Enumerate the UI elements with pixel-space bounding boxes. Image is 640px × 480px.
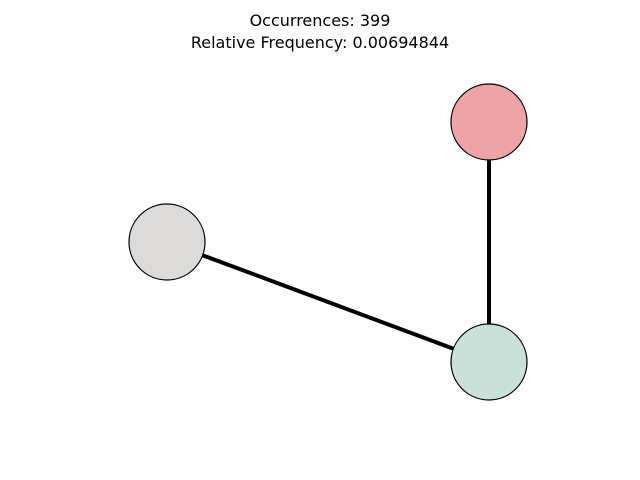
title-occurrences: Occurrences: 399 — [249, 11, 391, 30]
node-top-right — [450, 83, 528, 161]
edge-node-left-to-node-bottom-right — [166, 240, 490, 364]
node-bottom-right — [450, 323, 528, 401]
edges-layer — [166, 122, 491, 364]
node-left — [128, 203, 206, 281]
nodes-layer — [128, 83, 528, 401]
title-relative-frequency: Relative Frequency: 0.00694844 — [190, 33, 450, 52]
